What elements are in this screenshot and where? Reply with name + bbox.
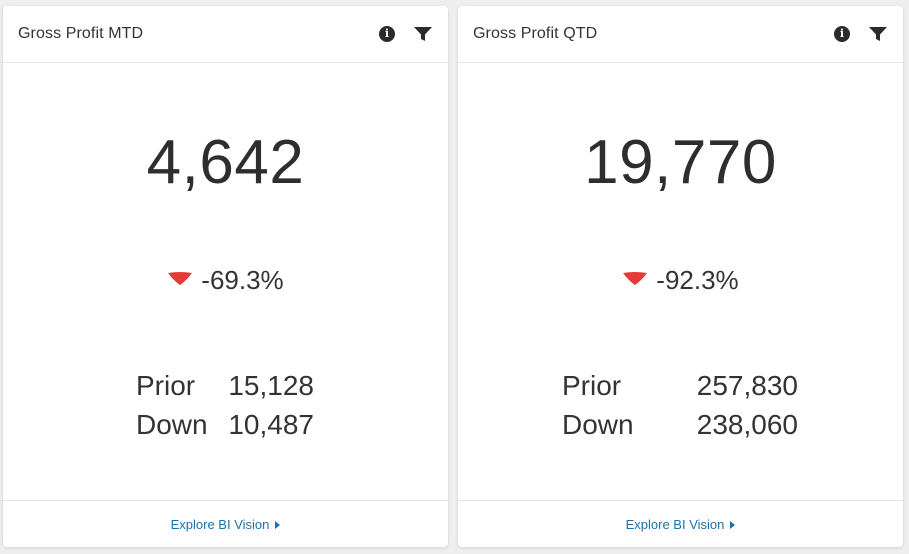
card-footer: Explore BI Vision bbox=[3, 500, 448, 547]
stat-label: Down bbox=[562, 409, 634, 440]
info-icon[interactable]: i bbox=[379, 26, 395, 42]
card-title: Gross Profit MTD bbox=[18, 25, 144, 42]
kpi-stats: Prior 15,128 Down 10,487 bbox=[136, 366, 314, 444]
stat-value: 10,487 bbox=[228, 409, 314, 440]
stat-value: 257,830 bbox=[696, 370, 798, 401]
info-icon[interactable]: i bbox=[834, 26, 850, 42]
kpi-change-value: -92.3% bbox=[656, 265, 739, 295]
stat-row-prior: Prior 15,128 bbox=[136, 366, 314, 405]
stat-row-down: Down 238,060 bbox=[562, 405, 798, 444]
explore-bi-vision-link[interactable]: Explore BI Vision bbox=[626, 517, 736, 532]
kpi-card-gross-profit-qtd: Gross Profit QTD i 19,770 -92.3% Prior 2… bbox=[458, 6, 903, 547]
caret-right-icon bbox=[275, 521, 281, 529]
explore-bi-vision-link[interactable]: Explore BI Vision bbox=[171, 517, 281, 532]
kpi-change: -92.3% bbox=[458, 265, 903, 296]
stat-value: 238,060 bbox=[696, 409, 798, 440]
filter-icon[interactable] bbox=[868, 26, 888, 42]
stat-label: Down bbox=[136, 409, 208, 440]
stat-row-prior: Prior 257,830 bbox=[562, 366, 798, 405]
card-body: 19,770 -92.3% Prior 257,830 Down 238,060 bbox=[458, 63, 903, 499]
explore-link-label: Explore BI Vision bbox=[170, 517, 270, 532]
card-title: Gross Profit QTD bbox=[473, 25, 598, 42]
card-header: Gross Profit QTD i bbox=[458, 6, 903, 63]
kpi-stats: Prior 257,830 Down 238,060 bbox=[562, 366, 798, 444]
kpi-value: 4,642 bbox=[146, 128, 305, 197]
kpi-value: 19,770 bbox=[584, 128, 777, 197]
stat-value: 15,128 bbox=[228, 370, 314, 401]
stat-row-down: Down 10,487 bbox=[136, 405, 314, 444]
kpi-card-gross-profit-mtd: Gross Profit MTD i 4,642 -69.3% Prior 15… bbox=[3, 6, 448, 547]
trend-down-icon bbox=[167, 272, 193, 286]
stat-label: Prior bbox=[136, 370, 196, 401]
trend-down-icon bbox=[622, 272, 648, 286]
caret-right-icon bbox=[730, 521, 736, 529]
kpi-change: -69.3% bbox=[3, 265, 448, 296]
stat-label: Prior bbox=[562, 370, 622, 401]
card-body: 4,642 -69.3% Prior 15,128 Down 10,487 bbox=[3, 63, 448, 499]
kpi-change-value: -69.3% bbox=[201, 265, 284, 295]
filter-icon[interactable] bbox=[413, 26, 433, 42]
explore-link-label: Explore BI Vision bbox=[625, 517, 725, 532]
card-header: Gross Profit MTD i bbox=[3, 6, 448, 63]
card-footer: Explore BI Vision bbox=[458, 500, 903, 547]
